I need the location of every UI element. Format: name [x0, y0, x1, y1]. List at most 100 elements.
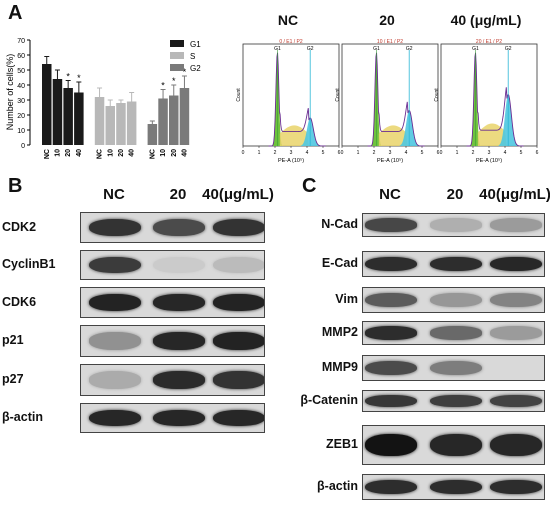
bar-G1-40	[74, 92, 84, 145]
gate-text: 0 / E1 / P2	[279, 39, 303, 45]
bar-S-10	[105, 106, 115, 145]
bar-G2-10	[158, 98, 168, 145]
panel-c-letter: C	[302, 175, 317, 197]
band-p21-40(μg/mL)	[213, 332, 264, 350]
panel-b-header-1: 20	[169, 186, 187, 203]
band-p21-NC	[89, 332, 141, 350]
band-MMP9-NC	[365, 360, 417, 376]
band-Vim-20	[430, 292, 482, 308]
blot-label-p21: p21	[2, 333, 24, 347]
x-tick-label: 3	[488, 150, 491, 156]
bar-S-20	[116, 103, 126, 145]
flow-title-1: 20	[379, 12, 395, 28]
band-β-actin-40(μg/mL)	[213, 409, 264, 427]
significance-star: *	[66, 72, 70, 82]
band-p27-NC	[89, 371, 141, 389]
blot-strip-CDK6	[80, 287, 265, 318]
x-tick-label: 0	[341, 150, 344, 156]
x-tick-label: 40	[181, 149, 188, 157]
x-axis-label: PE-A (10⁵)	[278, 157, 304, 164]
y-tick-label: 60	[17, 53, 25, 60]
blot-label-ZEB1: ZEB1	[326, 437, 358, 451]
bar-S-NC	[94, 97, 105, 145]
band-MMP2-NC	[365, 326, 417, 340]
blot-strip-ZEB1	[362, 425, 545, 465]
band-β-actin-20	[430, 479, 482, 495]
panel-c-header-0: NC	[379, 186, 401, 203]
gate-label-g1: G1	[274, 46, 281, 52]
x-tick-label: 3	[389, 150, 392, 156]
flow-title-2: 40 (μg/mL)	[450, 12, 522, 28]
x-tick-label: 1	[258, 150, 261, 156]
x-tick-label: 1	[456, 150, 459, 156]
x-tick-label: 5	[322, 150, 325, 156]
band-β-actin-40(μg/mL)	[490, 479, 542, 495]
blot-label-MMP2: MMP2	[321, 325, 358, 339]
band-p27-20	[153, 371, 205, 389]
y-axis-label: Count	[335, 88, 341, 102]
band-N-Cad-40(μg/mL)	[490, 218, 542, 232]
x-tick-label: 4	[504, 150, 507, 156]
legend-label-S: S	[190, 52, 195, 61]
significance-star: *	[161, 81, 165, 91]
band-p27-40(μg/mL)	[213, 371, 264, 389]
x-tick-label: 6	[536, 150, 539, 156]
legend-label-G2: G2	[190, 64, 201, 73]
x-tick-label: 20	[65, 149, 72, 157]
band-MMP2-40(μg/mL)	[490, 326, 542, 340]
blot-strip-CyclinB1	[80, 250, 265, 280]
band-ZEB1-20	[430, 434, 482, 456]
y-tick-label: 0	[21, 143, 25, 150]
fit-curve	[367, 52, 425, 147]
bar-G1-NC	[42, 64, 52, 145]
x-tick-label: 10	[107, 149, 114, 157]
band-CyclinB1-20	[153, 256, 205, 274]
panel-c-header-1: 20	[446, 186, 464, 203]
band-β-Catenin-20	[430, 394, 482, 408]
band-β-Catenin-40(μg/mL)	[490, 394, 542, 408]
x-tick-label: 2	[472, 150, 475, 156]
x-tick-label: 20	[171, 149, 178, 157]
blot-strip-MMP2	[362, 321, 545, 345]
x-tick-label: 6	[338, 150, 341, 156]
x-tick-label: 0	[242, 150, 245, 156]
x-tick-label: 20	[118, 149, 125, 157]
blot-strip-N-Cad	[362, 213, 545, 237]
gate-label-g2: G2	[505, 46, 512, 52]
blot-strip-β-Catenin	[362, 390, 545, 412]
blot-label-N-Cad: N-Cad	[321, 217, 358, 231]
blot-strip-p27	[80, 364, 265, 396]
band-CDK2-NC	[89, 218, 141, 237]
band-Vim-40(μg/mL)	[490, 292, 542, 308]
band-Vim-NC	[365, 292, 417, 308]
fit-curve	[268, 52, 326, 147]
x-tick-label: 10	[54, 149, 61, 157]
band-CDK6-NC	[89, 293, 141, 312]
blot-label-β-actin: β-actin	[317, 479, 358, 493]
x-tick-label: 2	[373, 150, 376, 156]
x-tick-label: NC	[44, 149, 51, 159]
blot-strip-p21	[80, 325, 265, 357]
x-tick-label: 40	[129, 149, 136, 157]
blot-label-β-Catenin: β-Catenin	[300, 393, 358, 407]
x-tick-label: NC	[97, 149, 104, 159]
band-N-Cad-NC	[365, 218, 417, 232]
fit-curve	[466, 52, 524, 147]
significance-star: *	[77, 73, 81, 83]
blot-strip-β-actin	[80, 403, 265, 433]
band-MMP9-20	[430, 360, 482, 376]
band-β-Catenin-NC	[365, 394, 417, 408]
bar-S-40	[126, 101, 137, 145]
band-ZEB1-NC	[365, 434, 417, 456]
panel-c-header-2: 40(μg/mL)	[479, 186, 550, 203]
blot-label-Vim: Vim	[335, 292, 358, 306]
gate-label-g2: G2	[307, 46, 314, 52]
band-E-Cad-NC	[365, 256, 417, 272]
band-β-actin-NC	[365, 479, 417, 495]
x-tick-label: 10	[160, 149, 167, 157]
bar-G2-NC	[147, 124, 158, 145]
x-tick-label: 40	[76, 149, 83, 157]
x-axis-label: PE-A (10⁵)	[377, 157, 403, 164]
